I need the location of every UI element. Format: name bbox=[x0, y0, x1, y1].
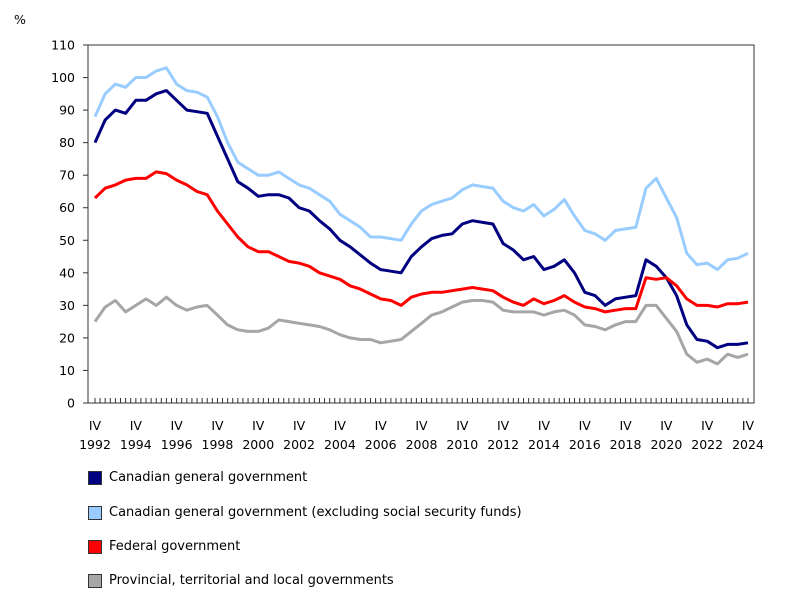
y-tick-label: 110 bbox=[51, 38, 75, 53]
x-tick-quarter-label: IV bbox=[415, 418, 428, 433]
legend-item: Provincial, territorial and local govern… bbox=[88, 573, 394, 588]
x-tick-quarter-label: IV bbox=[130, 418, 143, 433]
x-tick-quarter-label: IV bbox=[252, 418, 265, 433]
x-tick-quarter-label: IV bbox=[579, 418, 592, 433]
series-line-1 bbox=[93, 89, 749, 350]
x-tick-year-label: 2004 bbox=[324, 437, 356, 452]
legend-swatch bbox=[88, 539, 102, 554]
x-tick-year-label: 2022 bbox=[691, 437, 723, 452]
x-tick-year-label: 1996 bbox=[161, 437, 193, 452]
legend-item: Canadian general government (excluding s… bbox=[88, 505, 522, 520]
x-tick-year-label: 2020 bbox=[650, 437, 682, 452]
x-tick-quarter-label: IV bbox=[89, 418, 102, 433]
x-tick-year-label: 2014 bbox=[528, 437, 560, 452]
x-tick-year-label: 2002 bbox=[283, 437, 315, 452]
x-tick-quarter-label: IV bbox=[701, 418, 714, 433]
legend-item: Federal government bbox=[88, 539, 240, 554]
y-tick-label: 90 bbox=[59, 103, 75, 118]
x-tick-year-label: 2000 bbox=[242, 437, 274, 452]
y-tick-label: 100 bbox=[51, 70, 75, 85]
x-tick-quarter-label: IV bbox=[334, 418, 347, 433]
x-tick-quarter-label: IV bbox=[456, 418, 469, 433]
y-tick-label: 50 bbox=[59, 233, 75, 248]
x-tick-quarter-label: IV bbox=[171, 418, 184, 433]
legend-swatch bbox=[88, 470, 102, 485]
x-tick-year-label: 2012 bbox=[487, 437, 519, 452]
x-tick-quarter-label: IV bbox=[660, 418, 673, 433]
x-tick-quarter-label: IV bbox=[742, 418, 755, 433]
y-tick-label: 0 bbox=[67, 396, 75, 411]
x-tick-year-label: 2010 bbox=[446, 437, 478, 452]
series-line-4 bbox=[93, 295, 749, 366]
y-tick-label: 30 bbox=[59, 298, 75, 313]
legend-swatch bbox=[88, 573, 102, 588]
x-tick-year-label: 2016 bbox=[569, 437, 601, 452]
x-tick-quarter-label: IV bbox=[375, 418, 388, 433]
x-tick-quarter-label: IV bbox=[497, 418, 510, 433]
x-tick-year-label: 2018 bbox=[610, 437, 642, 452]
legend-label: Federal government bbox=[109, 539, 241, 554]
y-axis-label: % bbox=[14, 12, 26, 27]
legend-label: Canadian general government bbox=[109, 470, 308, 485]
series-line-2 bbox=[93, 66, 749, 272]
x-tick-quarter-label: IV bbox=[538, 418, 551, 433]
legend-swatch bbox=[88, 505, 102, 520]
y-tick-label: 10 bbox=[59, 363, 75, 378]
y-tick-label: 80 bbox=[59, 135, 75, 150]
x-tick-quarter-label: IV bbox=[211, 418, 224, 433]
plot-frame bbox=[87, 44, 755, 404]
x-tick-year-label: 2024 bbox=[732, 437, 764, 452]
legend-item: Canadian general government bbox=[88, 470, 307, 485]
x-tick-quarter-label: IV bbox=[293, 418, 306, 433]
y-tick-label: 70 bbox=[59, 168, 75, 183]
x-tick-quarter-label: IV bbox=[619, 418, 632, 433]
y-tick-label: 20 bbox=[59, 330, 75, 345]
legend-label: Canadian general government (excluding s… bbox=[109, 505, 522, 520]
x-tick-year-label: 1994 bbox=[120, 437, 152, 452]
series-line-3 bbox=[93, 170, 749, 314]
x-tick-year-label: 2008 bbox=[406, 437, 438, 452]
x-tick-year-label: 1998 bbox=[202, 437, 234, 452]
x-tick-year-label: 1992 bbox=[79, 437, 111, 452]
y-tick-label: 60 bbox=[59, 200, 75, 215]
x-tick-year-label: 2006 bbox=[365, 437, 397, 452]
y-tick-label: 40 bbox=[59, 265, 75, 280]
legend-label: Provincial, territorial and local govern… bbox=[109, 573, 394, 588]
